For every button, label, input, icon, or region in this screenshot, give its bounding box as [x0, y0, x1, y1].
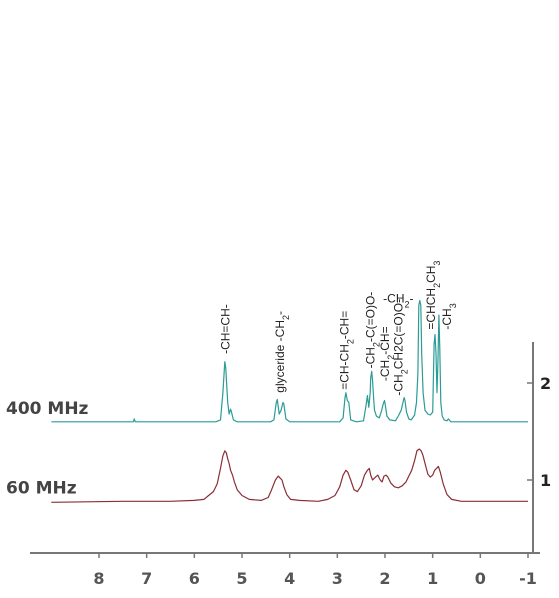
x-tick-label: 1	[427, 569, 438, 588]
x-tick-label: 5	[236, 569, 247, 588]
series-line-0	[51, 299, 528, 423]
series-label-1: 60 MHz	[6, 478, 77, 498]
y-tick-label: 1	[540, 471, 551, 490]
series-line-1	[51, 448, 528, 503]
x-tick-labels: 8 7 6 5 4 3 2 1 0 -1	[93, 553, 537, 588]
peak-label-2: =CH-CH2-CH=	[338, 311, 356, 390]
x-tick-label: 4	[284, 569, 295, 588]
x-tick-label: 3	[332, 569, 343, 588]
peak-labels: -CH=CH-glyceride -CH2- =CH-CH2-CH= -CH2-C(…	[218, 261, 458, 396]
x-tick-label: -1	[519, 569, 537, 588]
peak-label-0: -CH=CH-	[218, 304, 232, 354]
x-tick-label: 6	[189, 569, 200, 588]
peak-label-3: -CH2-C(=O)O-	[364, 292, 382, 369]
y-tick-labels: 12	[527, 374, 551, 490]
peak-label-7: =CHCH2CH3	[424, 261, 442, 330]
x-tick-label: 0	[475, 569, 486, 588]
series-group	[51, 299, 528, 503]
peak-label-5: -CH2CH2C(=O)O-	[391, 299, 409, 396]
peak-label-8: -CH3	[440, 303, 458, 329]
y-tick-label: 2	[540, 374, 551, 393]
x-tick-label: 8	[93, 569, 104, 588]
peak-label-4: -CH2-CH=	[378, 326, 396, 381]
peak-label-1: glyceride -CH2-	[273, 311, 291, 393]
x-tick-label: 7	[141, 569, 152, 588]
series-labels: 400 MHz 60 MHz	[6, 399, 89, 499]
x-tick-label: 2	[379, 569, 390, 588]
series-label-0: 400 MHz	[6, 399, 89, 419]
